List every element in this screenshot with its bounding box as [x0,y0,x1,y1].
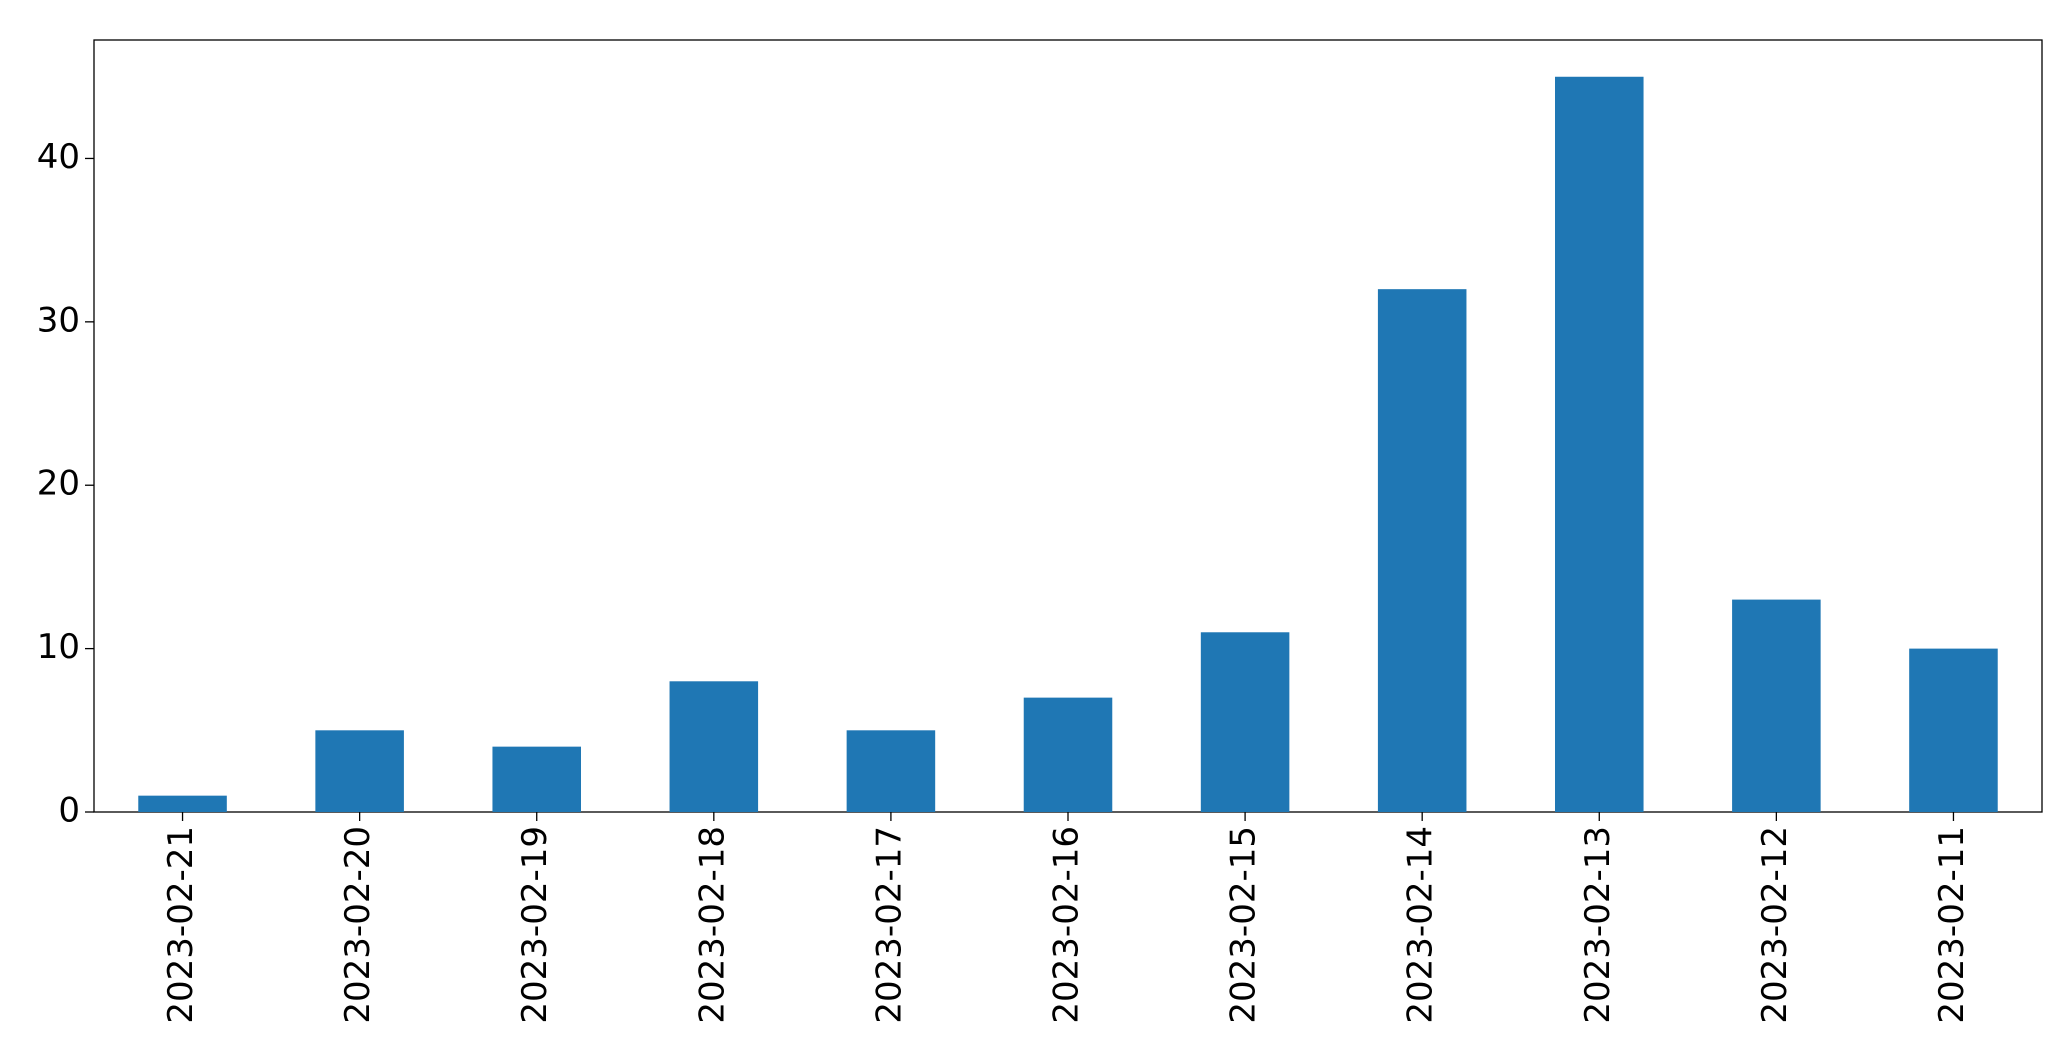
x-tick-label: 2023-02-15 [1224,826,1264,1024]
x-tick-label: 2023-02-12 [1755,826,1795,1024]
x-tick-label: 2023-02-14 [1401,826,1441,1024]
bar [669,681,759,812]
bar [138,795,227,812]
bar [1555,76,1644,812]
x-tick-label: 2023-02-18 [692,826,732,1024]
bar [492,746,581,812]
x-tick-label: 2023-02-17 [869,826,909,1024]
y-tick-label: 30 [37,300,80,340]
y-tick-label: 10 [37,627,80,667]
bar [1023,697,1113,812]
bar [1200,632,1290,812]
x-tick-label: 2023-02-11 [1932,826,1972,1024]
x-tick-label: 2023-02-13 [1578,826,1618,1024]
bar [315,730,404,812]
bar [1377,289,1467,812]
x-tick-label: 2023-02-20 [338,826,378,1024]
y-tick-label: 20 [37,464,80,504]
x-tick-label: 2023-02-21 [161,826,201,1024]
y-tick-label: 0 [58,791,80,831]
bar [846,730,936,812]
y-tick-label: 40 [37,137,80,177]
bar [1732,599,1821,812]
x-tick-label: 2023-02-16 [1047,826,1087,1024]
x-tick-label: 2023-02-19 [515,826,555,1024]
bar [1909,648,1998,812]
